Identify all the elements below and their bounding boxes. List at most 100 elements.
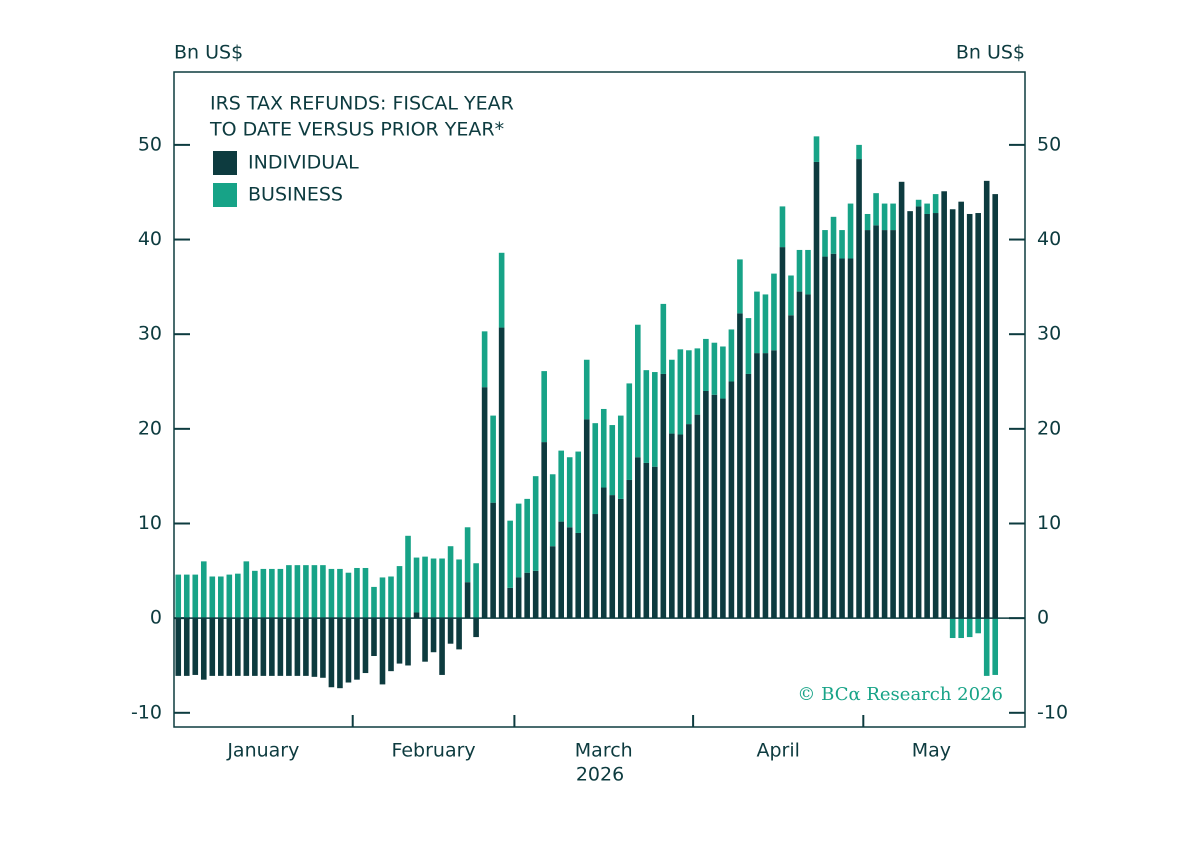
bar-segment	[464, 582, 471, 619]
bar-segment	[992, 618, 999, 675]
bar-segment	[975, 618, 981, 634]
x-group-label: March	[575, 740, 633, 762]
bar-segment	[907, 211, 913, 619]
bar-segment	[320, 618, 326, 678]
bar-segment	[473, 563, 479, 619]
bar-segment	[915, 199, 922, 207]
bar-segment	[200, 618, 207, 680]
bar-segment	[243, 561, 250, 619]
source: © BCα Research 2026	[797, 684, 1003, 705]
bar-segment	[975, 213, 981, 619]
bar-segment	[881, 203, 888, 231]
bar-segment	[898, 181, 905, 619]
bar-segment	[745, 318, 752, 374]
bar-segment	[235, 618, 241, 676]
bar-segment	[218, 576, 224, 619]
bar-segment	[813, 161, 820, 619]
bar-segment	[728, 381, 735, 619]
bar-segment	[617, 498, 624, 619]
bar-segment	[983, 618, 990, 676]
bar-segment	[830, 216, 837, 254]
bar-segment	[320, 565, 326, 619]
bar-segment	[720, 398, 726, 619]
bar-segment	[822, 230, 828, 257]
bar-segment	[864, 213, 871, 231]
bar-segment	[711, 342, 718, 395]
bar-segment	[269, 568, 275, 619]
bar-segment	[788, 315, 794, 619]
bar-segment	[728, 329, 735, 382]
bar-segment	[175, 618, 182, 676]
bar-segment	[481, 387, 488, 619]
bar-segment	[754, 291, 760, 354]
bar-segment	[260, 618, 267, 676]
x-axis-label: 2026	[576, 764, 624, 786]
legend-swatch	[213, 151, 237, 175]
bar-segment	[269, 618, 275, 676]
bar-segment	[660, 303, 667, 374]
bar-segment	[192, 618, 199, 675]
bar-segment	[992, 194, 999, 619]
bar-segment	[209, 618, 216, 676]
bar-segment	[839, 258, 845, 619]
bar-segment	[762, 294, 769, 354]
y-tick-label: 20	[138, 417, 162, 439]
bar-segment	[575, 532, 582, 619]
y2-tick-label: 30	[1037, 323, 1061, 345]
bar-segment	[430, 558, 437, 619]
bar-segment	[686, 424, 692, 619]
bar-segment	[337, 618, 343, 689]
bar-segment	[252, 570, 258, 619]
bar-segment	[498, 252, 505, 328]
bar-segment	[524, 498, 530, 573]
y2-tick-label: 10	[1037, 512, 1061, 534]
bar-segment	[779, 247, 786, 619]
bar-segment	[481, 331, 488, 388]
bar-segment	[524, 572, 530, 619]
x-group-label: February	[391, 740, 475, 762]
bar-segment	[175, 574, 182, 619]
bar-segment	[413, 612, 420, 619]
bar-segment	[873, 225, 879, 619]
bar-segment	[354, 567, 360, 619]
bar-segment	[379, 618, 386, 685]
bar-segment	[396, 566, 403, 619]
bar-segment	[456, 618, 462, 650]
bar-segment	[754, 353, 760, 619]
bar-segment	[694, 348, 701, 415]
bar-segment	[464, 527, 471, 583]
chart-title: TO DATE VERSUS PRIOR YEAR*	[209, 119, 504, 141]
x-group-label: January	[226, 740, 299, 762]
bar-segment	[796, 291, 803, 619]
bar-segment	[541, 442, 547, 619]
bar-segment	[277, 618, 284, 676]
y2-tick-label: 0	[1037, 607, 1049, 629]
bar-segment	[864, 230, 871, 619]
bar-segment	[873, 193, 879, 226]
bar-segment	[286, 565, 292, 619]
bar-segment	[856, 159, 862, 619]
bar-segment	[600, 487, 607, 619]
bar-segment	[345, 618, 352, 683]
bar-segment	[405, 535, 411, 619]
bar-segment	[720, 346, 726, 399]
legend-swatch	[213, 183, 237, 207]
bar-segment	[634, 324, 641, 458]
bar-segment	[788, 275, 794, 316]
bar-segment	[822, 256, 828, 619]
bar-segment	[192, 574, 199, 619]
bar-segment	[422, 618, 428, 662]
bar-segment	[311, 565, 318, 619]
bar-segment	[294, 565, 301, 619]
bar-segment	[311, 618, 318, 677]
bar-segment	[218, 618, 224, 676]
bar-segment	[515, 577, 522, 619]
bar-segment	[890, 230, 896, 619]
bar-segment	[260, 568, 267, 619]
bar-segment	[669, 433, 675, 619]
bar-segment	[617, 415, 624, 499]
bar-segment	[430, 618, 437, 653]
bar-segment	[328, 568, 335, 619]
bar-segment	[949, 209, 956, 619]
y2-axis-label: Bn US$	[956, 42, 1025, 64]
